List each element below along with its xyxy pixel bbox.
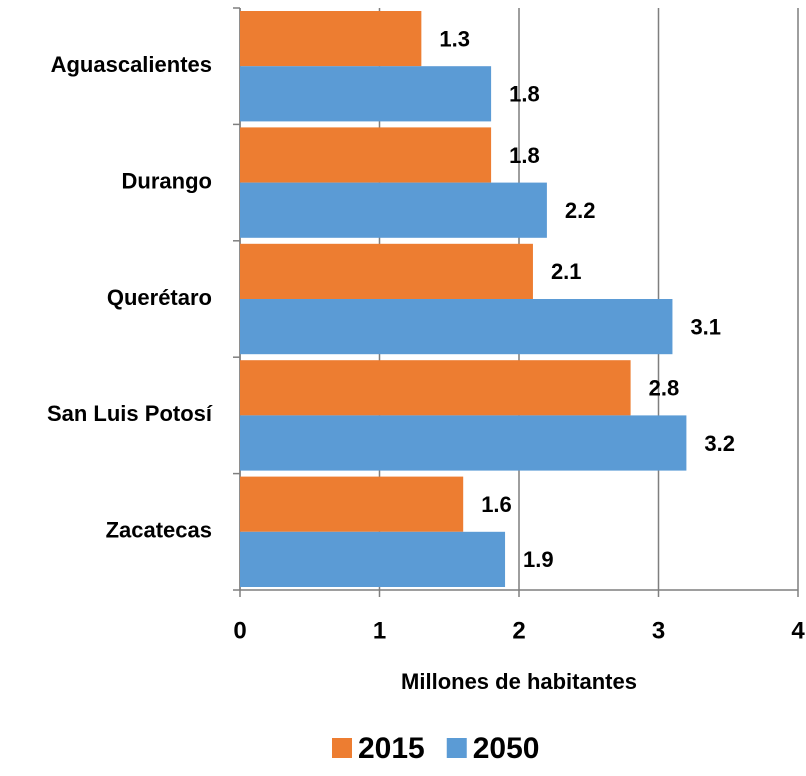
bar xyxy=(240,476,464,532)
x-tick-label: 0 xyxy=(233,617,246,644)
data-label: 1.8 xyxy=(509,82,540,107)
bar xyxy=(240,127,492,183)
y-tick-label: Durango xyxy=(122,168,212,193)
legend-swatch xyxy=(446,738,467,758)
legend-label: 2015 xyxy=(358,732,425,765)
data-label: 3.2 xyxy=(704,431,735,456)
x-tick-label: 3 xyxy=(652,617,665,644)
x-tick-label: 2 xyxy=(512,617,525,644)
data-label: 3.1 xyxy=(690,314,721,339)
data-label: 2.2 xyxy=(565,198,596,223)
x-tick-label: 1 xyxy=(373,617,386,644)
bar xyxy=(240,531,506,587)
bar xyxy=(240,66,492,122)
data-label: 1.3 xyxy=(439,26,470,51)
y-tick-label: Zacatecas xyxy=(106,518,212,543)
data-label: 2.8 xyxy=(649,376,680,401)
bar xyxy=(240,11,422,67)
x-tick-label: 4 xyxy=(791,617,805,644)
y-tick-label: Aguascalientes xyxy=(51,52,212,77)
data-label: 1.6 xyxy=(481,492,512,517)
bar xyxy=(240,299,673,355)
data-label: 1.8 xyxy=(509,143,540,168)
x-axis-label: Millones de habitantes xyxy=(401,669,637,694)
data-label: 2.1 xyxy=(551,259,582,284)
bar xyxy=(240,182,547,238)
bar xyxy=(240,360,631,416)
bar xyxy=(240,415,687,471)
legend-label: 2050 xyxy=(473,732,540,765)
y-tick-label: Querétaro xyxy=(107,285,212,310)
legend-swatch xyxy=(332,738,352,758)
y-tick-label: San Luis Potosí xyxy=(47,401,213,426)
data-label: 1.9 xyxy=(523,547,554,572)
bar xyxy=(240,243,533,299)
